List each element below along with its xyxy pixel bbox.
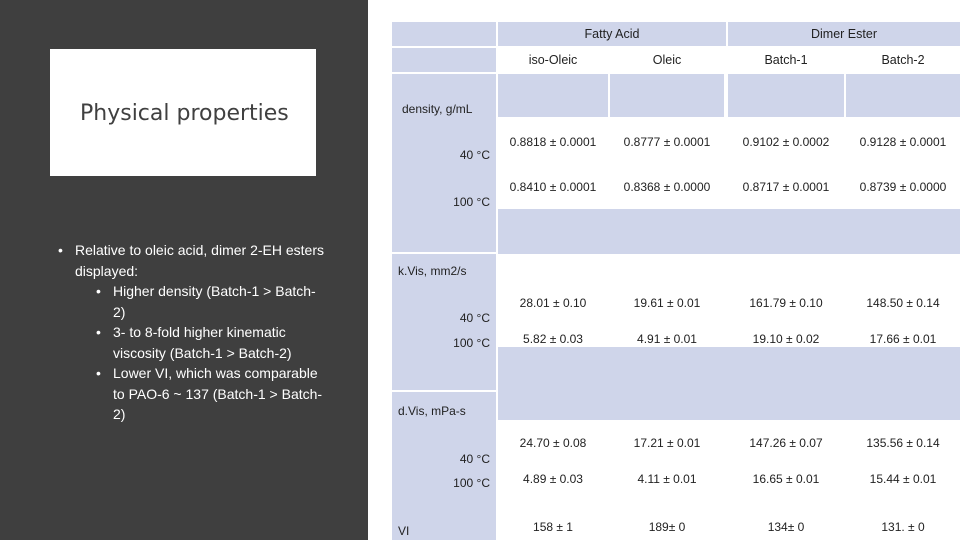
temp-label: 40 °C <box>459 452 490 466</box>
data-cell <box>846 74 960 117</box>
data-cell <box>498 74 608 117</box>
table-cell: 134± 0 <box>767 520 805 534</box>
table-cell: 189± 0 <box>648 520 686 534</box>
vi-label: VI <box>398 524 410 538</box>
bullet-list: Relative to oleic acid, dimer 2-EH ester… <box>58 240 328 425</box>
sub-bullet-text: 3- to 8-fold higher kinematic viscosity … <box>113 324 292 361</box>
section-label: density, g/mL <box>402 102 473 116</box>
table-cell: 0.8717 ± 0.0001 <box>742 180 830 194</box>
table-cell: 0.8368 ± 0.0000 <box>623 180 711 194</box>
table-cell: 161.79 ± 0.10 <box>749 296 823 310</box>
sub-bullet-item: • 3- to 8-fold higher kinematic viscosity… <box>96 324 292 361</box>
temp-label: 100 °C <box>453 336 490 350</box>
temp-label: 40 °C <box>459 148 490 162</box>
table-cell: 17.21 ± 0.01 <box>633 436 701 450</box>
bullet-item: Relative to oleic acid, dimer 2-EH ester… <box>58 240 328 281</box>
table-cell: 148.50 ± 0.14 <box>866 296 940 310</box>
header-cell <box>498 22 726 46</box>
table-cell: 24.70 ± 0.08 <box>519 436 587 450</box>
column-header: Oleic <box>652 53 682 67</box>
table-cell: 0.8777 ± 0.0001 <box>623 135 711 149</box>
group-header: Dimer Ester <box>811 27 877 41</box>
table-cell: 5.82 ± 0.03 <box>523 332 583 346</box>
table-cell: 0.9102 ± 0.0002 <box>742 135 830 149</box>
data-cell <box>498 209 960 254</box>
table-cell: 158 ± 1 <box>533 520 573 534</box>
table-cell: 0.8739 ± 0.0000 <box>859 180 947 194</box>
data-cell <box>498 392 960 420</box>
temp-label: 40 °C <box>459 311 490 325</box>
column-header: iso-Oleic <box>528 53 578 67</box>
header-cell <box>392 48 496 72</box>
table-cell: 28.01 ± 0.10 <box>519 296 587 310</box>
header-cell <box>392 22 496 46</box>
column-header: Batch-1 <box>764 53 808 67</box>
table-cell: 4.91 ± 0.01 <box>637 332 697 346</box>
slide-title: Physical properties <box>80 101 289 126</box>
header-cell <box>728 22 960 46</box>
table-cell: 0.8818 ± 0.0001 <box>509 135 597 149</box>
table-cell: 147.26 ± 0.07 <box>749 436 823 450</box>
table-cell: 0.8410 ± 0.0001 <box>509 180 597 194</box>
properties-table: Fatty Acid Dimer Ester iso-Oleic Oleic B… <box>392 22 960 540</box>
data-cell <box>728 74 844 117</box>
table-cell: 19.10 ± 0.02 <box>752 332 820 346</box>
sub-bullet-item: • Lower VI, which was comparable to PAO-6… <box>96 365 323 422</box>
label-cell <box>392 254 496 390</box>
section-label: k.Vis, mm2/s <box>398 264 467 278</box>
table-cell: 15.44 ± 0.01 <box>869 472 937 486</box>
column-header: Batch-2 <box>881 53 925 67</box>
data-cell <box>610 74 724 117</box>
table-cell: 135.56 ± 0.14 <box>866 436 940 450</box>
table-cell: 19.61 ± 0.01 <box>633 296 701 310</box>
label-cell <box>392 392 496 540</box>
table-cell: 4.11 ± 0.01 <box>637 472 697 486</box>
sub-bullet-text: Lower VI, which was comparable to PAO-6 … <box>113 365 323 422</box>
section-label: d.Vis, mPa-s <box>398 404 466 418</box>
data-cell <box>498 347 960 392</box>
table-cell: 17.66 ± 0.01 <box>869 332 937 346</box>
table-cell: 0.9128 ± 0.0001 <box>859 135 947 149</box>
temp-label: 100 °C <box>453 195 490 209</box>
label-cell <box>392 74 496 252</box>
table-cell: 131. ± 0 <box>881 520 925 534</box>
sub-bullet-text: Higher density (Batch-1 > Batch-2) <box>113 283 316 320</box>
table-cell: 16.65 ± 0.01 <box>752 472 820 486</box>
left-panel: Physical properties Relative to oleic ac… <box>0 0 368 540</box>
title-box: Physical properties <box>50 49 316 176</box>
sub-bullet-item: • Higher density (Batch-1 > Batch-2) <box>96 283 316 320</box>
table-cell: 4.89 ± 0.03 <box>523 472 583 486</box>
temp-label: 100 °C <box>453 476 490 490</box>
group-header: Fatty Acid <box>584 27 640 41</box>
